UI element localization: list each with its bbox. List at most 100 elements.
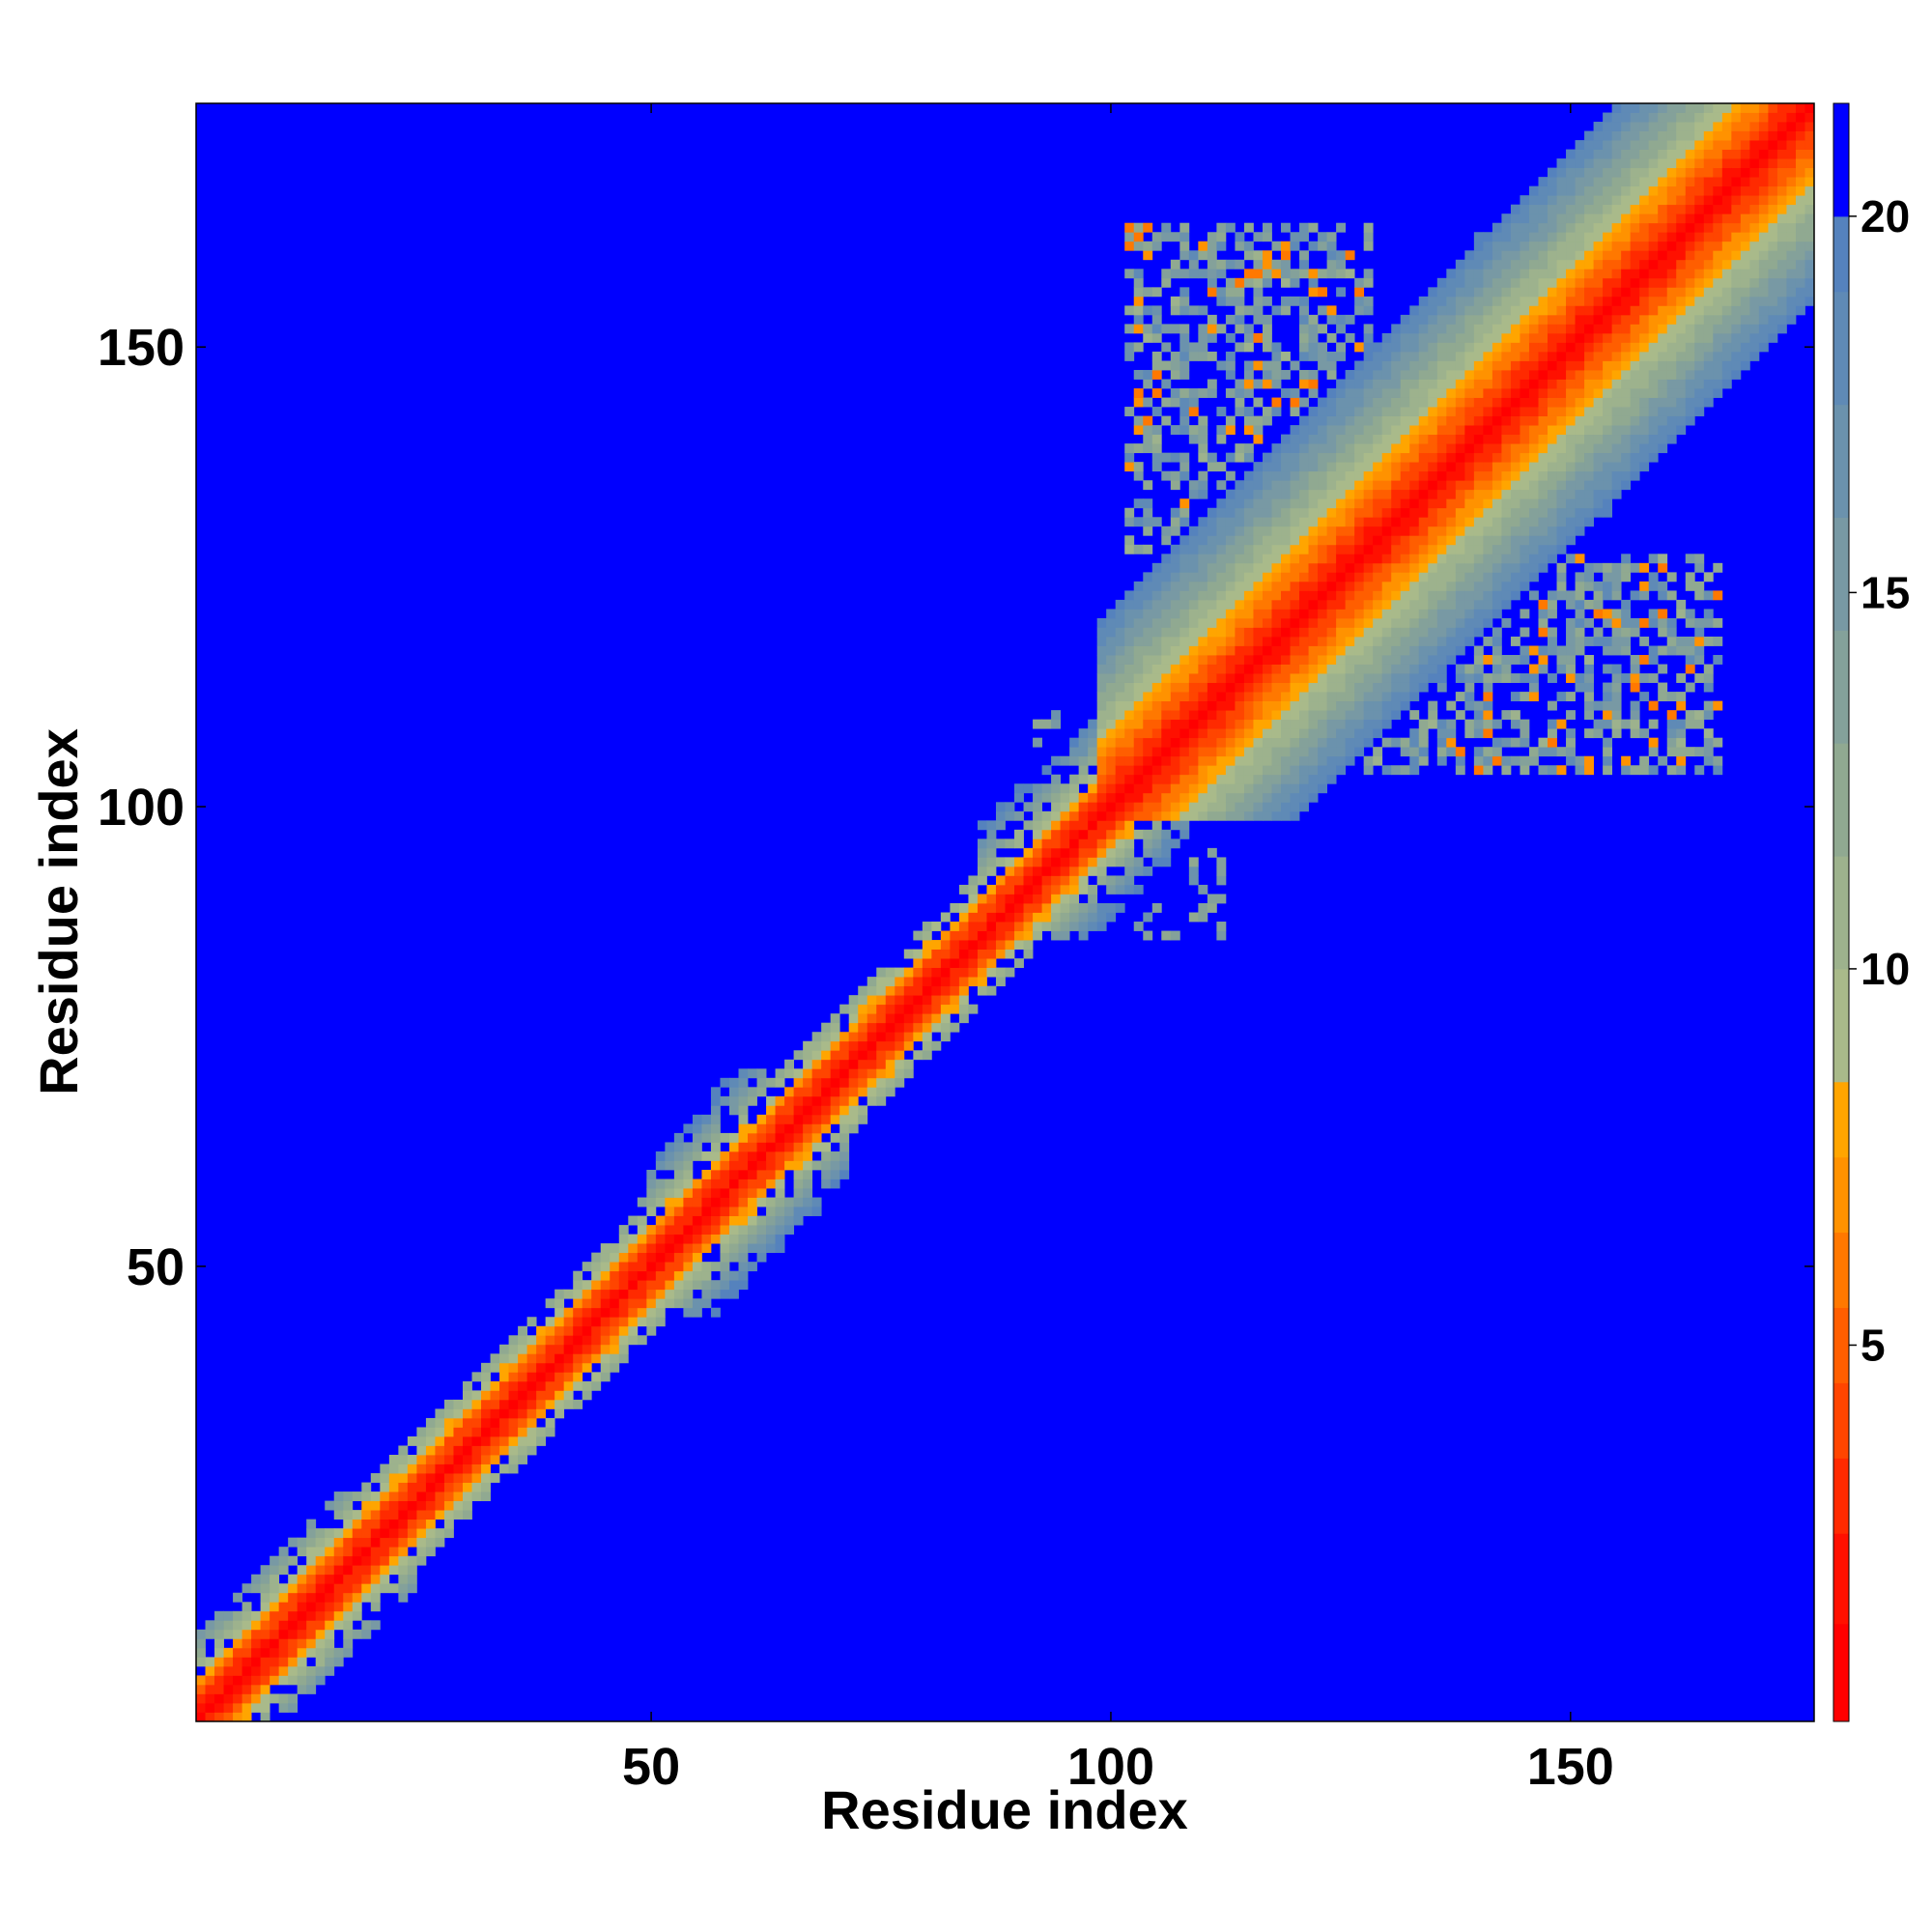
heatmap-cell [1161,360,1172,371]
heatmap-cell [1418,554,1429,564]
heatmap-cell [977,977,987,987]
heatmap-cell [196,1702,206,1713]
heatmap-cell [260,1712,270,1722]
heatmap-cell [1548,590,1557,601]
heatmap-cell [1400,434,1410,444]
heatmap-cell [1299,719,1309,729]
heatmap-cell [903,1068,914,1079]
heatmap-cell [1409,452,1420,463]
heatmap-cell [1023,894,1034,904]
heatmap-cell [1548,324,1557,334]
heatmap-cell [361,1574,372,1584]
heatmap-cell [1161,554,1172,564]
heatmap-cell [728,1151,739,1161]
heatmap-cell [1336,535,1347,546]
heatmap-cell [1133,857,1144,867]
heatmap-cell [582,1317,592,1327]
heatmap-cell [1253,259,1264,270]
heatmap-cell [738,1077,749,1088]
heatmap-cell [1354,305,1365,316]
heatmap-cell [1060,838,1070,849]
heatmap-cell [306,1647,317,1658]
heatmap-cell [1133,443,1144,454]
heatmap-cell [1243,507,1254,518]
heatmap-cell [701,1225,712,1235]
heatmap-cell [1584,250,1594,261]
heatmap-cell [380,1565,390,1576]
heatmap-cell [618,1335,629,1346]
heatmap-cell [1354,277,1365,288]
heatmap-cell [1262,728,1272,739]
heatmap-cell [1455,692,1465,702]
heatmap-cell [214,1620,224,1631]
heatmap-cell [1281,755,1291,766]
heatmap-cell [1326,599,1337,610]
heatmap-cell [1603,562,1613,573]
heatmap-cell [1253,232,1264,242]
heatmap-cell [306,1638,317,1649]
heatmap-cell [1207,755,1217,766]
heatmap-cell [1648,158,1659,169]
heatmap-cell [738,1188,749,1198]
heatmap-cell [1528,204,1539,214]
heatmap-cell [1005,866,1015,876]
heatmap-cell [1308,425,1319,436]
heatmap-cell [526,1435,537,1446]
heatmap-cell [1428,719,1438,729]
heatmap-cell [1179,728,1190,739]
heatmap-cell [1290,554,1300,564]
heatmap-cell [1492,434,1502,444]
heatmap-cell [1611,415,1622,426]
heatmap-cell [1188,664,1199,674]
heatmap-cell [1483,407,1493,416]
heatmap-cell [1621,572,1632,582]
heatmap-cell [1409,765,1420,776]
heatmap-cell [1290,277,1300,288]
heatmap-cell [1253,774,1264,784]
heatmap-cell [1446,617,1457,628]
heatmap-cell [1363,719,1374,729]
heatmap-cell [1308,617,1319,628]
heatmap-cell [1446,397,1457,408]
heatmap-cell [1161,747,1172,757]
heatmap-cell [1510,222,1520,233]
heatmap-cell [1179,783,1190,794]
heatmap-cell [1566,158,1576,169]
heatmap-cell [1051,774,1062,784]
heatmap-cell [1685,581,1695,591]
heatmap-cell [1648,195,1659,206]
heatmap-cell [913,958,923,969]
heatmap-cell [1593,277,1604,288]
heatmap-cell [1639,277,1650,288]
heatmap-cell [1124,710,1135,721]
heatmap-cell [1391,636,1402,646]
heatmap-cell [1106,719,1117,729]
heatmap-cell [425,1417,436,1428]
heatmap-cell [1151,462,1162,472]
heatmap-cell [343,1592,354,1603]
heatmap-cell [1418,673,1429,683]
heatmap-cell [1170,609,1180,619]
heatmap-cell [1143,369,1153,380]
heatmap-cell [545,1427,555,1437]
heatmap-cell [1170,802,1180,812]
heatmap-cell [1115,747,1125,757]
heatmap-cell [1584,617,1594,628]
heatmap-cell [416,1537,427,1548]
heatmap-cell [1418,480,1429,491]
heatmap-cell [1235,489,1245,499]
heatmap-cell [352,1547,362,1557]
heatmap-cell [1363,222,1374,233]
heatmap-cell [1179,682,1190,693]
heatmap-cell [1271,719,1282,729]
heatmap-cell [683,1307,694,1318]
heatmap-cell [1078,728,1089,739]
heatmap-cell [1566,195,1576,206]
heatmap-cell [1069,829,1080,839]
heatmap-cell [223,1693,234,1704]
heatmap-cell [1492,498,1502,509]
heatmap-cell [673,1132,684,1143]
heatmap-cell [1556,462,1567,472]
heatmap-cell [333,1647,344,1658]
heatmap-cell [425,1473,436,1483]
